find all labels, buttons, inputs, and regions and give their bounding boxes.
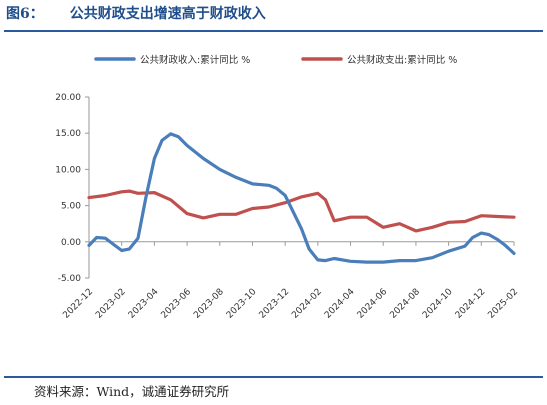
x-tick-label: 2023-10 [225,287,259,321]
x-tick-label: 2023-04 [127,287,161,321]
chart-series [87,132,516,264]
x-tick-label: 2023-12 [258,287,292,321]
source-rule [4,376,543,378]
x-tick-label: 2024-02 [290,287,324,321]
x-tick-label: 2023-08 [192,287,226,321]
figure-title-text: 公共财政支出增速高于财政收入 [69,6,266,22]
x-tick-label: 2023-06 [160,287,194,321]
x-tick-label: 2025-02 [486,287,520,321]
x-tick-label: 2024-08 [388,287,422,321]
legend-expenditure-label: 公共财政支出:累计同比 % [347,54,457,66]
x-tick-label: 2024-04 [323,287,357,321]
chart-legend: 公共财政收入:累计同比 % 公共财政支出:累计同比 % [94,54,457,66]
revenue-series-line [87,132,516,264]
source-note: 资料来源：Wind，诚通证券研究所 [34,384,230,399]
figure-number: 图6： [6,6,44,22]
x-tick-label: 2024-10 [421,287,455,321]
y-tick-label: 5.00 [61,202,81,212]
y-tick-label: 10.00 [55,165,81,175]
y-tick-label: 0.00 [61,238,81,248]
expenditure-series-line [87,189,516,233]
x-tick-label: 2022-12 [61,287,95,321]
y-tick-label: -5.00 [58,274,82,284]
y-tick-label: 20.00 [55,93,81,103]
legend-revenue-label: 公共财政收入:累计同比 % [140,54,250,66]
x-tick-label: 2024-06 [356,287,390,321]
y-tick-label: 15.00 [55,129,81,139]
figure-title: 图6： 公共财政支出增速高于财政收入 [6,3,266,23]
x-tick-label: 2023-02 [94,287,128,321]
x-tick-label: 2024-12 [454,287,488,321]
title-rule [4,30,543,32]
